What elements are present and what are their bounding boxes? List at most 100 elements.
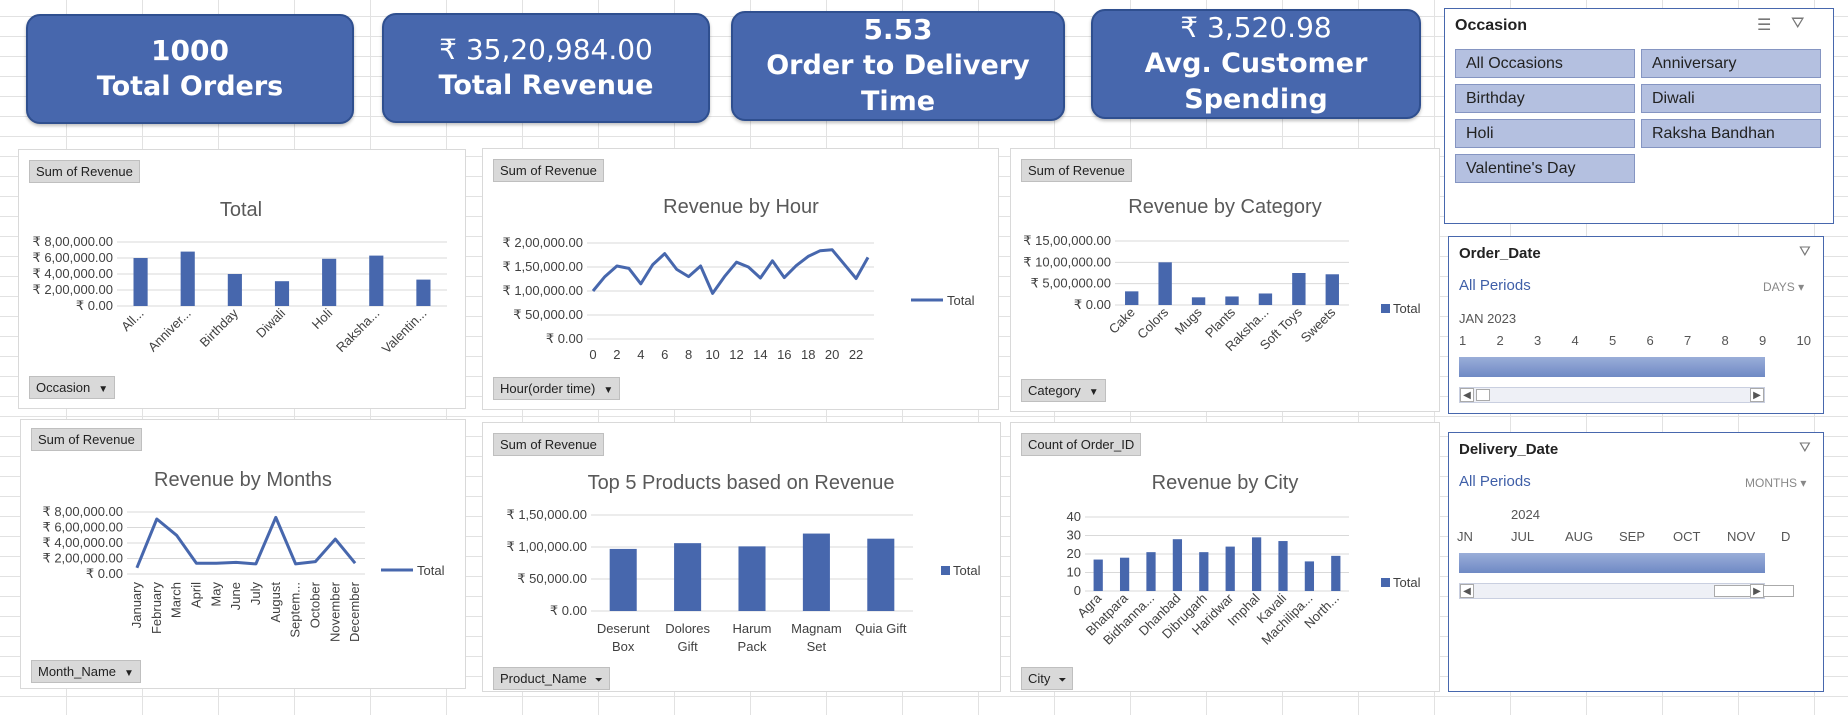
chevron-down-icon: ▼ — [1088, 387, 1099, 398]
bar[interactable] — [1258, 293, 1273, 305]
field-button-axis[interactable]: Product_Name ⏷ — [493, 667, 610, 690]
slicer-item[interactable]: Holi — [1455, 119, 1635, 148]
timeline-tick[interactable]: 10 — [1796, 333, 1811, 348]
bar[interactable] — [609, 548, 637, 611]
series-line[interactable] — [135, 515, 357, 569]
field-button-axis[interactable]: Category ▼ — [1021, 379, 1106, 402]
timeline-tick[interactable]: AUG — [1565, 529, 1594, 544]
bar[interactable] — [227, 274, 242, 306]
field-button-values[interactable]: Sum of Revenue — [493, 433, 604, 456]
y-tick-label: ₹ 50,000.00 — [513, 307, 583, 322]
timeline-tick[interactable]: D — [1781, 529, 1791, 544]
bar[interactable] — [1172, 539, 1183, 591]
field-button-axis[interactable]: City ⏷ — [1021, 667, 1074, 690]
slicer-item[interactable]: Birthday — [1455, 84, 1635, 113]
series-line[interactable] — [591, 248, 870, 295]
bar[interactable] — [1146, 552, 1156, 591]
timeline-tick[interactable]: NOV — [1727, 529, 1756, 544]
bar[interactable] — [133, 258, 148, 306]
timeline-tick[interactable]: 5 — [1609, 333, 1617, 348]
bar[interactable] — [322, 258, 337, 306]
timeline-bar[interactable] — [1459, 553, 1765, 573]
field-button-values[interactable]: Count of Order_ID — [1021, 433, 1142, 456]
clear-filter-icon[interactable]: ⛛ — [1799, 243, 1811, 259]
x-tick-label: May — [208, 582, 223, 607]
timeline-tick[interactable]: JUL — [1511, 529, 1535, 544]
bar[interactable] — [1191, 297, 1206, 305]
bar[interactable] — [1225, 546, 1235, 591]
bar[interactable] — [674, 543, 702, 611]
timeline-tick[interactable]: 3 — [1534, 333, 1542, 348]
y-tick-label: ₹ 1,00,000.00 — [506, 539, 587, 554]
clear-filter-icon[interactable]: ⛛ — [1799, 439, 1811, 455]
timeline-tick[interactable]: OCT — [1673, 529, 1701, 544]
bar[interactable] — [867, 538, 895, 611]
bar[interactable] — [416, 279, 431, 306]
x-tick-label: Birthday — [197, 305, 242, 350]
bar[interactable] — [1325, 274, 1339, 305]
field-button-axis[interactable]: Month_Name ▼ — [31, 660, 141, 683]
field-button-values[interactable]: Sum of Revenue — [493, 159, 604, 182]
x-tick-label: Pack — [738, 639, 767, 654]
bar[interactable] — [1304, 561, 1315, 591]
y-tick-label: ₹ 2,00,000.00 — [32, 282, 113, 297]
field-button-values[interactable]: Sum of Revenue — [31, 428, 142, 451]
time-level-dropdown[interactable]: MONTHS ▾ — [1745, 476, 1807, 490]
bar[interactable] — [802, 533, 830, 611]
field-button-axis[interactable]: Hour(order time) ▼ — [493, 377, 621, 400]
bar[interactable] — [180, 251, 195, 306]
bar[interactable] — [1199, 552, 1209, 591]
scroll-right-icon[interactable]: ▶ — [1750, 388, 1764, 402]
slicer-item[interactable]: Valentine's Day — [1455, 154, 1635, 183]
chart-revenue-by-city[interactable]: Revenue by City 40 30 20 10 0 Agra Bhatpara Bidh… — [1010, 422, 1440, 692]
legend-label: Total — [947, 293, 975, 308]
bar[interactable] — [1292, 273, 1306, 305]
field-button-axis[interactable]: Occasion ▼ — [29, 376, 116, 399]
chart-revenue-by-hour[interactable]: Revenue by Hour ₹ 2,00,000.00 ₹ 1,50,000.0… — [482, 148, 999, 410]
chart-revenue-by-category[interactable]: Revenue by Category ₹ 15,00,000.00 ₹ 10,00… — [1010, 148, 1440, 412]
bar[interactable] — [1331, 555, 1341, 591]
bar[interactable] — [1119, 557, 1130, 591]
field-button-values[interactable]: Sum of Revenue — [1021, 159, 1132, 182]
y-tick-label: ₹ 10,00,000.00 — [1023, 254, 1111, 269]
y-tick-label: ₹ 0.00 — [550, 603, 587, 618]
timeline-tick[interactable]: 2 — [1496, 333, 1504, 348]
multi-select-icon[interactable]: ☰ — [1757, 17, 1772, 34]
bar[interactable] — [1251, 537, 1262, 591]
chart-title: Revenue by City — [1152, 472, 1299, 494]
bar[interactable] — [1278, 541, 1288, 591]
bar[interactable] — [738, 546, 766, 611]
clear-filter-icon[interactable]: ⛛ — [1791, 15, 1805, 32]
x-tick-label: Mugs — [1172, 304, 1205, 337]
bar[interactable] — [369, 255, 384, 306]
slicer-item[interactable]: Anniversary — [1641, 49, 1821, 78]
timeline-tick[interactable]: 1 — [1459, 333, 1467, 348]
chart-revenue-by-months[interactable]: Revenue by Months ₹ 8,00,000.00 ₹ 6,00,000… — [20, 419, 466, 689]
timeline-scrollbar[interactable]: ◀ ▶ — [1459, 387, 1765, 403]
scroll-left-icon[interactable]: ◀ — [1460, 388, 1474, 402]
chart-top-products[interactable]: Top 5 Products based on Revenue ₹ 1,50,00… — [482, 422, 1001, 692]
timeline-tick[interactable]: SEP — [1619, 529, 1646, 544]
scroll-thumb[interactable] — [1476, 389, 1490, 401]
slicer-item[interactable]: Raksha Bandhan — [1641, 119, 1821, 148]
bar[interactable] — [1093, 559, 1103, 591]
time-level-dropdown[interactable]: DAYS ▾ — [1763, 280, 1805, 294]
timeline-tick[interactable]: 6 — [1646, 333, 1654, 348]
bar[interactable] — [1125, 291, 1139, 305]
scroll-left-icon[interactable]: ◀ — [1460, 584, 1474, 598]
timeline-scrollbar[interactable]: ◀ ▶ — [1459, 583, 1794, 599]
timeline-tick[interactable]: JN — [1457, 529, 1473, 544]
bar[interactable] — [1225, 296, 1239, 305]
chart-revenue-by-occasion[interactable]: Total ₹ 8,00,000.00 ₹ 6,00,000.00 ₹ 4,00,00… — [18, 149, 466, 409]
timeline-tick[interactable]: 9 — [1759, 333, 1767, 348]
bar[interactable] — [1158, 262, 1172, 305]
slicer-item[interactable]: All Occasions — [1455, 49, 1635, 78]
timeline-tick[interactable]: 8 — [1721, 333, 1729, 348]
timeline-tick[interactable]: 4 — [1571, 333, 1579, 348]
scroll-right-icon[interactable]: ▶ — [1750, 584, 1764, 598]
timeline-tick[interactable]: 7 — [1684, 333, 1692, 348]
timeline-bar[interactable] — [1459, 357, 1765, 377]
slicer-item[interactable]: Diwali — [1641, 84, 1821, 113]
field-button-values[interactable]: Sum of Revenue — [29, 160, 140, 183]
bar[interactable] — [274, 281, 290, 306]
